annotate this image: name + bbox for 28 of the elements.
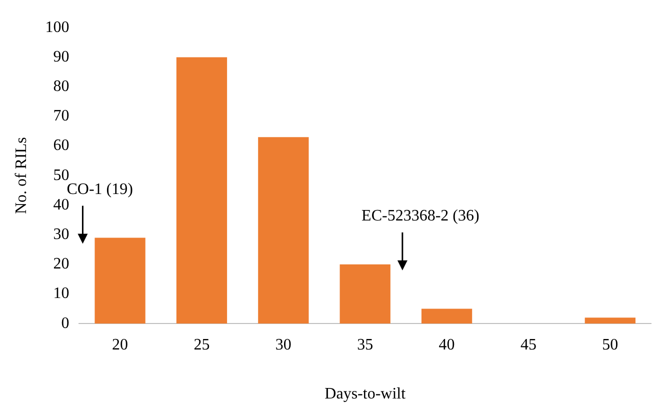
x-tick-label: 20 — [112, 336, 128, 354]
y-tick-label: 30 — [53, 226, 70, 244]
bar — [584, 318, 636, 324]
bar — [258, 137, 309, 324]
y-tick-label: 10 — [53, 285, 70, 302]
annotation: EC-523368-2 (36) — [362, 208, 480, 225]
x-tick-label: 25 — [194, 336, 210, 354]
y-tick-label: 80 — [53, 78, 70, 96]
y-tick-label: 0 — [61, 314, 70, 332]
x-tick-label: 45 — [520, 336, 536, 354]
bar — [340, 264, 390, 324]
bar — [94, 238, 146, 324]
annotation: CO-1 (19) — [66, 180, 133, 198]
y-tick-label: 60 — [53, 137, 70, 154]
y-tick-label: 90 — [53, 48, 70, 66]
x-axis-title: Days-to-wilt — [324, 386, 406, 403]
x-tick-label: 30 — [275, 336, 292, 354]
x-tick-label: 40 — [438, 336, 455, 354]
x-tick-label: 35 — [357, 336, 374, 354]
y-axis-title: No. of RILs — [12, 137, 30, 214]
y-tick-label: 100 — [45, 18, 70, 36]
y-tick-label: 20 — [53, 256, 70, 273]
bar — [176, 57, 228, 324]
y-tick-label: 40 — [53, 196, 70, 214]
y-tick-label: 70 — [53, 108, 70, 125]
y-tick-label: 50 — [53, 166, 70, 184]
x-tick-label: 50 — [602, 336, 618, 354]
bar — [421, 308, 472, 324]
